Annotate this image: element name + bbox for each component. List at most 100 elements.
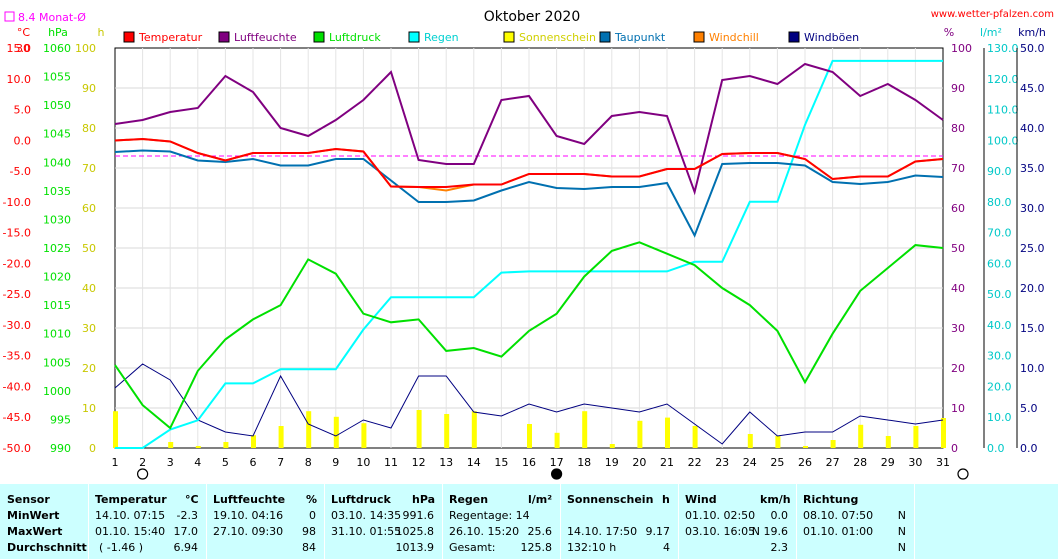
axis-tick-label: 1035 — [43, 185, 71, 198]
dir-min-val: N — [897, 509, 906, 522]
axis-tick-label: 80 — [951, 122, 965, 135]
sunshine-bar — [333, 416, 339, 448]
axis-tick-label: 70 — [951, 162, 965, 175]
rain-max-date: 26.10. 15:20 — [449, 525, 520, 538]
header-wind: Wind — [685, 493, 717, 506]
grid-lines — [115, 48, 943, 448]
axis-tick-label: 0 — [951, 442, 958, 455]
axis-tick-label: 50.0 — [987, 288, 1012, 301]
wind-avg-val: 2.3 — [770, 541, 789, 554]
axis-tick-label: -10.0 — [3, 196, 31, 209]
wind-max-val: N 19.6 — [751, 525, 788, 538]
legend-swatch — [599, 31, 611, 43]
sunshine-bar — [361, 423, 367, 448]
header-rain-unit: l/m² — [528, 493, 553, 506]
legend-swatch — [123, 31, 135, 43]
day-label: 13 — [439, 456, 453, 469]
temp-unit-label: °C — [17, 26, 31, 39]
axis-tick-label: 1060 — [43, 42, 71, 55]
temp-min-date: 14.10. 07:15 — [95, 509, 166, 522]
axis-tick-label: 1040 — [43, 156, 71, 169]
axis-tick-label: 90 — [951, 82, 965, 95]
series-line — [114, 137, 944, 188]
axis-tick-label: 20.0 — [1020, 282, 1045, 295]
sunshine-bar — [775, 436, 781, 448]
temp-max-val: 17.0 — [173, 525, 199, 538]
temp-avg-note: ( -1.46 ) — [99, 541, 144, 554]
sun-total-days: 4 — [663, 541, 670, 554]
axis-tick-label: 1000 — [43, 385, 71, 398]
axis-tick-label: 35.0 — [1020, 162, 1045, 175]
series-line — [114, 363, 944, 445]
axis-tick-label: 0.0 — [1020, 442, 1038, 455]
axis-tick-label: -35.0 — [3, 350, 31, 363]
moon-phase-icon — [957, 468, 969, 480]
wind-max-date: 03.10. 16:05 — [685, 525, 756, 538]
rain-days: Regentage: 14 — [449, 509, 530, 522]
axis-tick-label: 80 — [82, 122, 96, 135]
day-label: 10 — [356, 456, 370, 469]
day-label: 4 — [194, 456, 201, 469]
header-wind-unit: km/h — [760, 493, 791, 506]
sunshine-bar — [885, 436, 891, 448]
legend: Temperatur Luftfeuchte Luftdruck Regen Sonne… — [123, 31, 859, 44]
axis-tick-label: 1015 — [43, 299, 71, 312]
axis-tick-label: 20 — [951, 362, 965, 375]
axis-tick-label: -30.0 — [3, 319, 31, 332]
rain-total-label: Gesamt: — [449, 541, 496, 554]
day-label: 20 — [632, 456, 646, 469]
header-temp-unit: °C — [185, 493, 199, 506]
axis-tick-label: 40.0 — [987, 319, 1012, 332]
dir-avg-val: N — [897, 541, 906, 554]
hum-max-val: 98 — [302, 525, 316, 538]
sunshine-bar — [416, 410, 422, 448]
day-label: 5 — [222, 456, 229, 469]
axis-tick-label: 10.0 — [7, 73, 32, 86]
series-line — [115, 59, 943, 449]
row-avg: Durchschnitt — [7, 541, 87, 554]
sunshine-bar — [830, 440, 836, 448]
day-label: 9 — [332, 456, 339, 469]
moon-phase-icon — [550, 468, 563, 480]
wind-unit-label: km/h — [1018, 26, 1046, 39]
axis-tick-label: 70 — [82, 162, 96, 175]
axis-tick-label: 1025 — [43, 242, 71, 255]
press-avg-val: 1013.9 — [395, 541, 435, 554]
sunshine-bar — [223, 442, 229, 448]
header-direction: Richtung — [803, 493, 859, 506]
axis-tick-label: -5.0 — [10, 165, 31, 178]
axis-tick-label: -20.0 — [3, 257, 31, 270]
day-label: 27 — [826, 456, 840, 469]
axis-tick-label: 130.0 — [987, 42, 1019, 55]
sunshine-bar — [113, 411, 118, 448]
dir-min-date: 08.10. 07:50 — [803, 509, 874, 522]
day-label: 30 — [908, 456, 922, 469]
day-label: 2 — [139, 456, 146, 469]
website-link[interactable]: www.wetter-pfalzen.com — [931, 9, 1054, 20]
sunshine-bar — [913, 426, 919, 448]
sunshine-bar — [582, 411, 588, 448]
axis-tick-label: 80.0 — [987, 196, 1012, 209]
sunshine-bar — [195, 446, 201, 448]
moon-phase-icon — [137, 468, 149, 480]
legend-label: Luftdruck — [329, 31, 381, 44]
rain-max-val: 25.6 — [527, 525, 553, 538]
hum-min-date: 19.10. 04:16 — [213, 509, 284, 522]
axis-tick-label: 0 — [89, 442, 96, 455]
header-rain: Regen — [449, 493, 489, 506]
day-label: 31 — [936, 456, 950, 469]
sunshine-bars — [113, 410, 946, 448]
axis-tick-label: 40 — [82, 282, 96, 295]
day-label: 17 — [550, 456, 564, 469]
hum-max-date: 27.10. 09:30 — [213, 525, 284, 538]
axis-tick-label: 1030 — [43, 213, 71, 226]
chart-title: Oktober 2020 — [484, 9, 581, 25]
axis-tick-label: 25.0 — [1020, 242, 1045, 255]
legend-label: Windchill — [709, 31, 759, 44]
legend-swatch — [218, 31, 230, 43]
day-label: 21 — [660, 456, 674, 469]
sunshine-bar — [637, 420, 643, 448]
axis-tick-label: 30 — [82, 322, 96, 335]
axis-tick-label: 15.0 — [1020, 322, 1045, 335]
axis-tick-label: 110.0 — [987, 104, 1019, 117]
